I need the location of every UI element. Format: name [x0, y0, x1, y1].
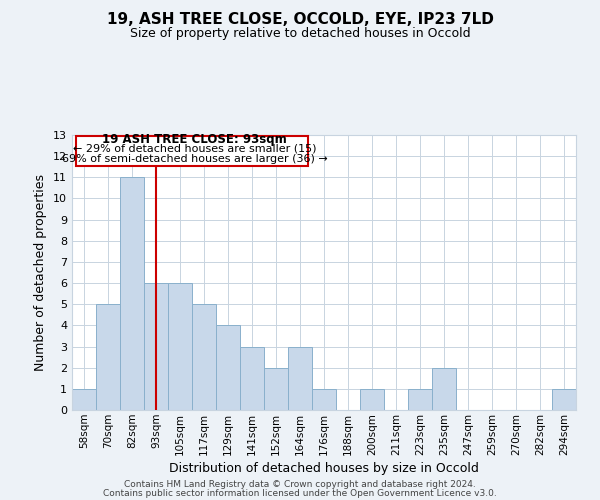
Text: Contains public sector information licensed under the Open Government Licence v3: Contains public sector information licen… [103, 488, 497, 498]
FancyBboxPatch shape [76, 136, 308, 166]
Bar [360, 389, 384, 410]
Bar [312, 389, 336, 410]
Bar [408, 389, 432, 410]
Text: 19, ASH TREE CLOSE, OCCOLD, EYE, IP23 7LD: 19, ASH TREE CLOSE, OCCOLD, EYE, IP23 7L… [107, 12, 493, 28]
Bar [168, 283, 192, 410]
Bar [192, 304, 216, 410]
Bar [288, 346, 312, 410]
Text: Size of property relative to detached houses in Occold: Size of property relative to detached ho… [130, 28, 470, 40]
Bar [264, 368, 288, 410]
Bar [432, 368, 456, 410]
Text: 19 ASH TREE CLOSE: 93sqm: 19 ASH TREE CLOSE: 93sqm [102, 133, 287, 146]
Text: 69% of semi-detached houses are larger (36) →: 69% of semi-detached houses are larger (… [62, 154, 327, 164]
Bar [96, 304, 120, 410]
X-axis label: Distribution of detached houses by size in Occold: Distribution of detached houses by size … [169, 462, 479, 475]
Bar [72, 389, 96, 410]
Bar [216, 326, 240, 410]
Bar [240, 346, 264, 410]
Y-axis label: Number of detached properties: Number of detached properties [34, 174, 47, 371]
Bar [552, 389, 576, 410]
Text: ← 29% of detached houses are smaller (15): ← 29% of detached houses are smaller (15… [73, 144, 316, 154]
Bar [144, 283, 168, 410]
Text: Contains HM Land Registry data © Crown copyright and database right 2024.: Contains HM Land Registry data © Crown c… [124, 480, 476, 489]
Bar [120, 178, 144, 410]
